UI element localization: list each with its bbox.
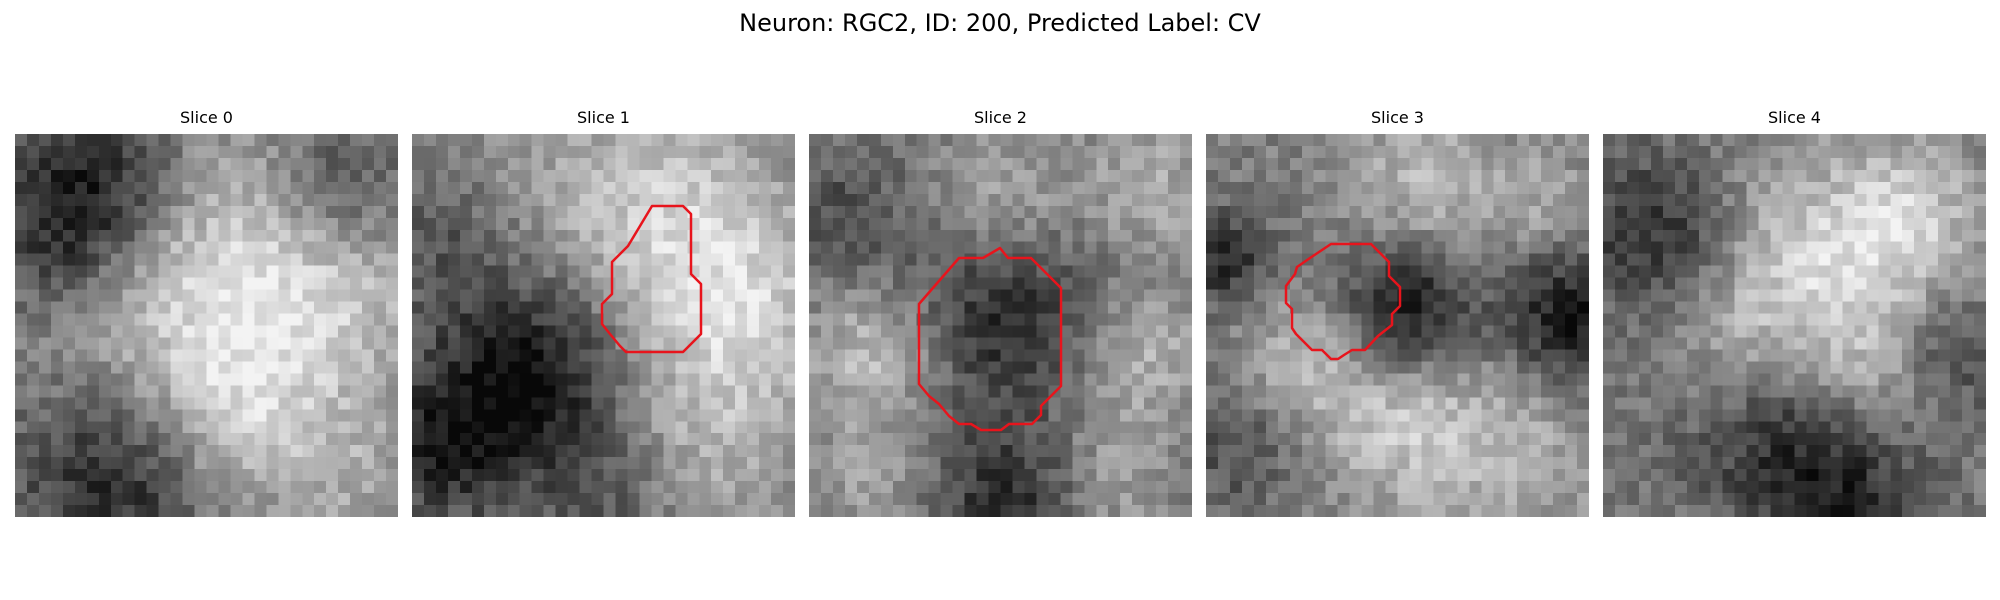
slice-title: Slice 0 — [180, 108, 233, 127]
slice-title: Slice 4 — [1768, 108, 1821, 127]
slice-title: Slice 2 — [974, 108, 1027, 127]
slice-panel-1: Slice 1 — [412, 108, 795, 518]
slice-panel-3: Slice 3 — [1206, 108, 1589, 518]
slice-image — [1603, 134, 1986, 517]
slice-overlay — [600, 204, 703, 354]
slice-image — [1206, 134, 1589, 517]
slice-overlay — [1603, 134, 1986, 517]
slice-image — [809, 134, 1192, 517]
slice-image — [15, 134, 398, 517]
segmentation-contour — [1284, 242, 1402, 361]
slice-panel-0: Slice 0 — [15, 108, 398, 518]
segmentation-contour — [600, 204, 703, 354]
slice-overlay — [1284, 242, 1402, 361]
slice-panel-4: Slice 4 — [1603, 108, 1986, 518]
slice-title: Slice 3 — [1371, 108, 1424, 127]
slice-overlay — [917, 246, 1063, 432]
segmentation-contour — [917, 246, 1063, 432]
slice-title: Slice 1 — [577, 108, 630, 127]
slice-panel-2: Slice 2 — [809, 108, 1192, 518]
figure-title: Neuron: RGC2, ID: 200, Predicted Label: … — [739, 9, 1261, 37]
slice-overlay — [15, 134, 398, 517]
